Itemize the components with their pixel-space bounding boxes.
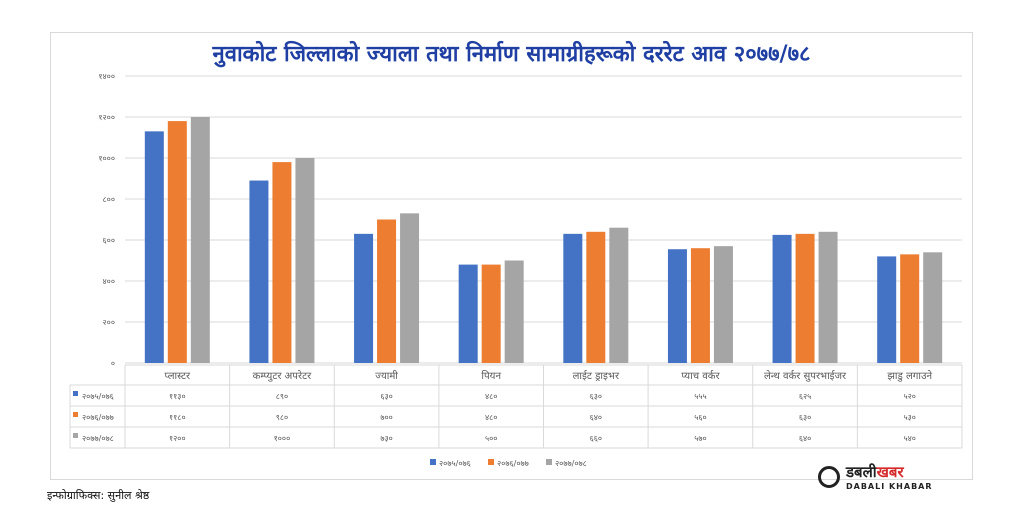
data-label: ५२० (903, 392, 915, 401)
data-label: ५६० (694, 413, 706, 422)
data-label: ६३० (380, 392, 392, 401)
series-label: २०७७/०७८ (82, 434, 114, 443)
logo-ring-icon (818, 465, 840, 488)
bar (609, 227, 629, 363)
y-tick-label: १२०० (98, 113, 115, 122)
data-label: ६२५ (799, 392, 811, 401)
legend-label: २०७७/०७८ (555, 459, 587, 468)
legend-swatch (546, 459, 552, 465)
bar (900, 254, 920, 363)
bar (818, 231, 838, 363)
category-label: लेन्थ वर्कर सुपरभाईजर (764, 370, 847, 382)
logo-latin: DABALI KHABAR (846, 482, 933, 491)
chart-title: नुवाकोट जिल्लाको ज्याला तथा निर्माण सामा… (212, 42, 811, 67)
y-tick-label: १४०० (98, 72, 115, 81)
legend-key (73, 391, 78, 396)
bar (690, 248, 710, 363)
bar (295, 158, 315, 363)
bar (144, 131, 164, 363)
bar (249, 180, 269, 363)
bar (458, 264, 478, 363)
chart-frame (50, 32, 973, 480)
series-label: २०७६/०७७ (82, 413, 114, 422)
bar (481, 264, 501, 363)
category-label: ज्यामी (375, 370, 398, 382)
data-label: ५४० (903, 434, 915, 443)
data-label: ४८० (485, 392, 497, 401)
logo-name-accent: खबर (876, 463, 904, 481)
data-label: ६३० (799, 413, 811, 422)
data-label: ५३० (903, 413, 915, 422)
data-label: ६४० (799, 434, 811, 443)
credit-text: इन्फोग्राफिक्स: सुनील श्रेष्ठ (47, 489, 150, 502)
data-label: ६४० (590, 413, 602, 422)
category-label: लाईट ड्राइभर (573, 370, 620, 382)
data-label: ७३० (380, 434, 392, 443)
bar (400, 213, 420, 363)
y-tick-label: १००० (98, 154, 115, 163)
bar (563, 233, 583, 363)
data-label: ५०० (485, 434, 497, 443)
bar (377, 219, 397, 363)
category-label: प्याच वर्कर (681, 370, 720, 382)
y-tick-label: ८०० (103, 195, 115, 204)
bar (667, 249, 687, 363)
data-label: ४८० (485, 413, 497, 422)
data-label: ९८० (276, 413, 288, 422)
data-label: ६६० (590, 434, 602, 443)
data-label: ११८० (169, 413, 186, 422)
data-label: ७०० (380, 413, 392, 422)
y-tick-label: ४०० (103, 277, 115, 286)
bar (354, 233, 374, 363)
logo-name: डबली (846, 463, 877, 481)
data-label: ६३० (590, 392, 602, 401)
bar (504, 260, 524, 363)
legend-key (73, 412, 78, 417)
data-label: ८९० (276, 392, 288, 401)
data-label: १२०० (169, 434, 186, 443)
category-label: प्लास्टर (164, 371, 191, 382)
y-tick-label: २०० (103, 318, 115, 327)
legend-swatch (488, 459, 494, 465)
bar (272, 162, 292, 363)
bar (190, 117, 210, 363)
logo: डबलीखबर DABALI KHABAR (818, 462, 933, 491)
data-label: ११३० (169, 392, 186, 401)
category-label: पियन (481, 370, 501, 382)
data-label: ५५५ (694, 392, 706, 401)
y-tick-label: ० (111, 359, 115, 368)
bar (772, 234, 792, 363)
legend-key (73, 433, 78, 438)
bar (795, 233, 815, 363)
legend-label: २०७५/०७६ (439, 459, 471, 468)
bar (586, 231, 606, 363)
bar (167, 121, 187, 363)
legend-label: २०७६/०७७ (497, 459, 529, 468)
bar (923, 252, 943, 363)
category-label: कम्प्युटर अपरेटर (253, 370, 312, 382)
series-label: २०७५/०७६ (82, 392, 114, 401)
y-tick-label: ६०० (103, 236, 115, 245)
bar (877, 256, 897, 363)
category-label: झाडु लगाउने (887, 370, 932, 382)
legend-swatch (430, 459, 436, 465)
data-label: १००० (274, 434, 291, 443)
bar (713, 246, 733, 363)
data-label: ५७० (694, 434, 706, 443)
